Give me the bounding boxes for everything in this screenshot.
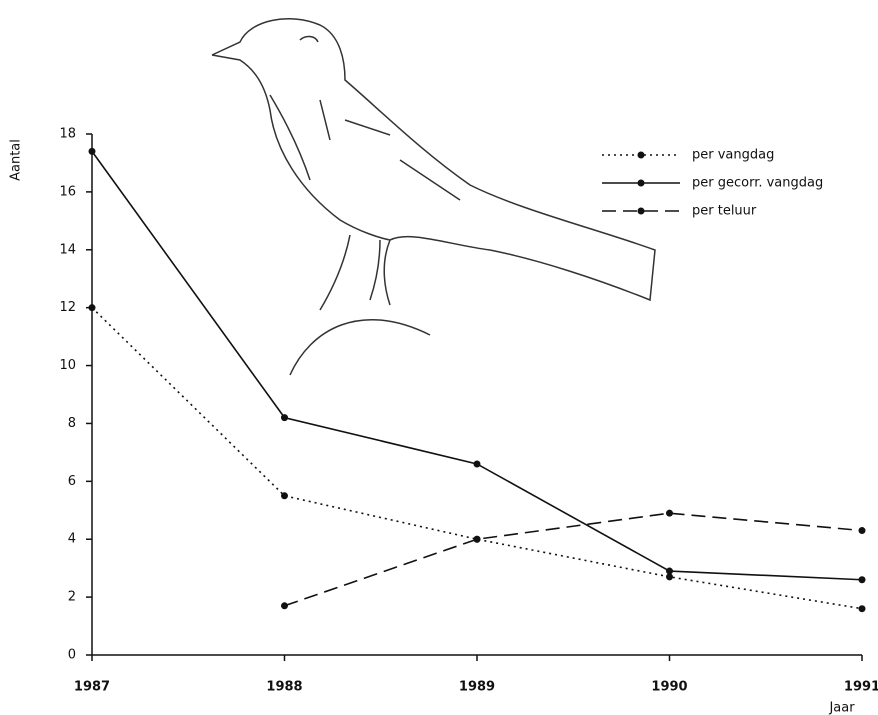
data-point [474,536,481,543]
y-tick-label: 8 [68,416,76,431]
series-line [92,308,862,609]
data-point [859,576,866,583]
y-tick-label: 14 [59,242,76,257]
y-tick-label: 0 [68,648,76,663]
y-axis-label: Aantal [9,139,24,181]
data-point [666,568,673,575]
series-line [285,513,863,606]
legend-label: per teluur [692,204,757,219]
chart: Aantal Jaar 0 2 4 6 8 10 12 14 16 18 1987 1988 1989 1… [0,0,878,715]
x-tick-label: 1988 [266,680,302,695]
x-tick-label: 1990 [651,680,687,695]
data-point [89,304,96,311]
x-tick-label: 1991 [844,680,878,695]
legend-label: per gecorr. vangdag [692,176,823,191]
data-point [859,527,866,534]
legend-label: per vangdag [692,148,774,163]
bird-illustration [212,19,655,375]
y-tick-label: 2 [68,590,76,605]
x-axis-label: Jaar [828,701,855,715]
data-point [666,510,673,517]
x-tick-label: 1987 [74,680,110,695]
y-tick-label: 10 [59,358,76,373]
data-point [281,602,288,609]
x-tick-label: 1989 [459,680,495,695]
data-point [281,492,288,499]
data-point [281,414,288,421]
data-point [474,460,481,467]
y-tick-label: 6 [68,474,76,489]
y-tick-label: 16 [59,184,76,199]
legend-dot [638,180,645,187]
legend-dot [638,208,645,215]
y-tick-label: 18 [59,127,76,142]
y-tick-label: 12 [59,300,76,315]
data-point [859,605,866,612]
legend-dot [638,152,645,159]
data-point [89,148,96,155]
y-tick-label: 4 [68,532,76,547]
